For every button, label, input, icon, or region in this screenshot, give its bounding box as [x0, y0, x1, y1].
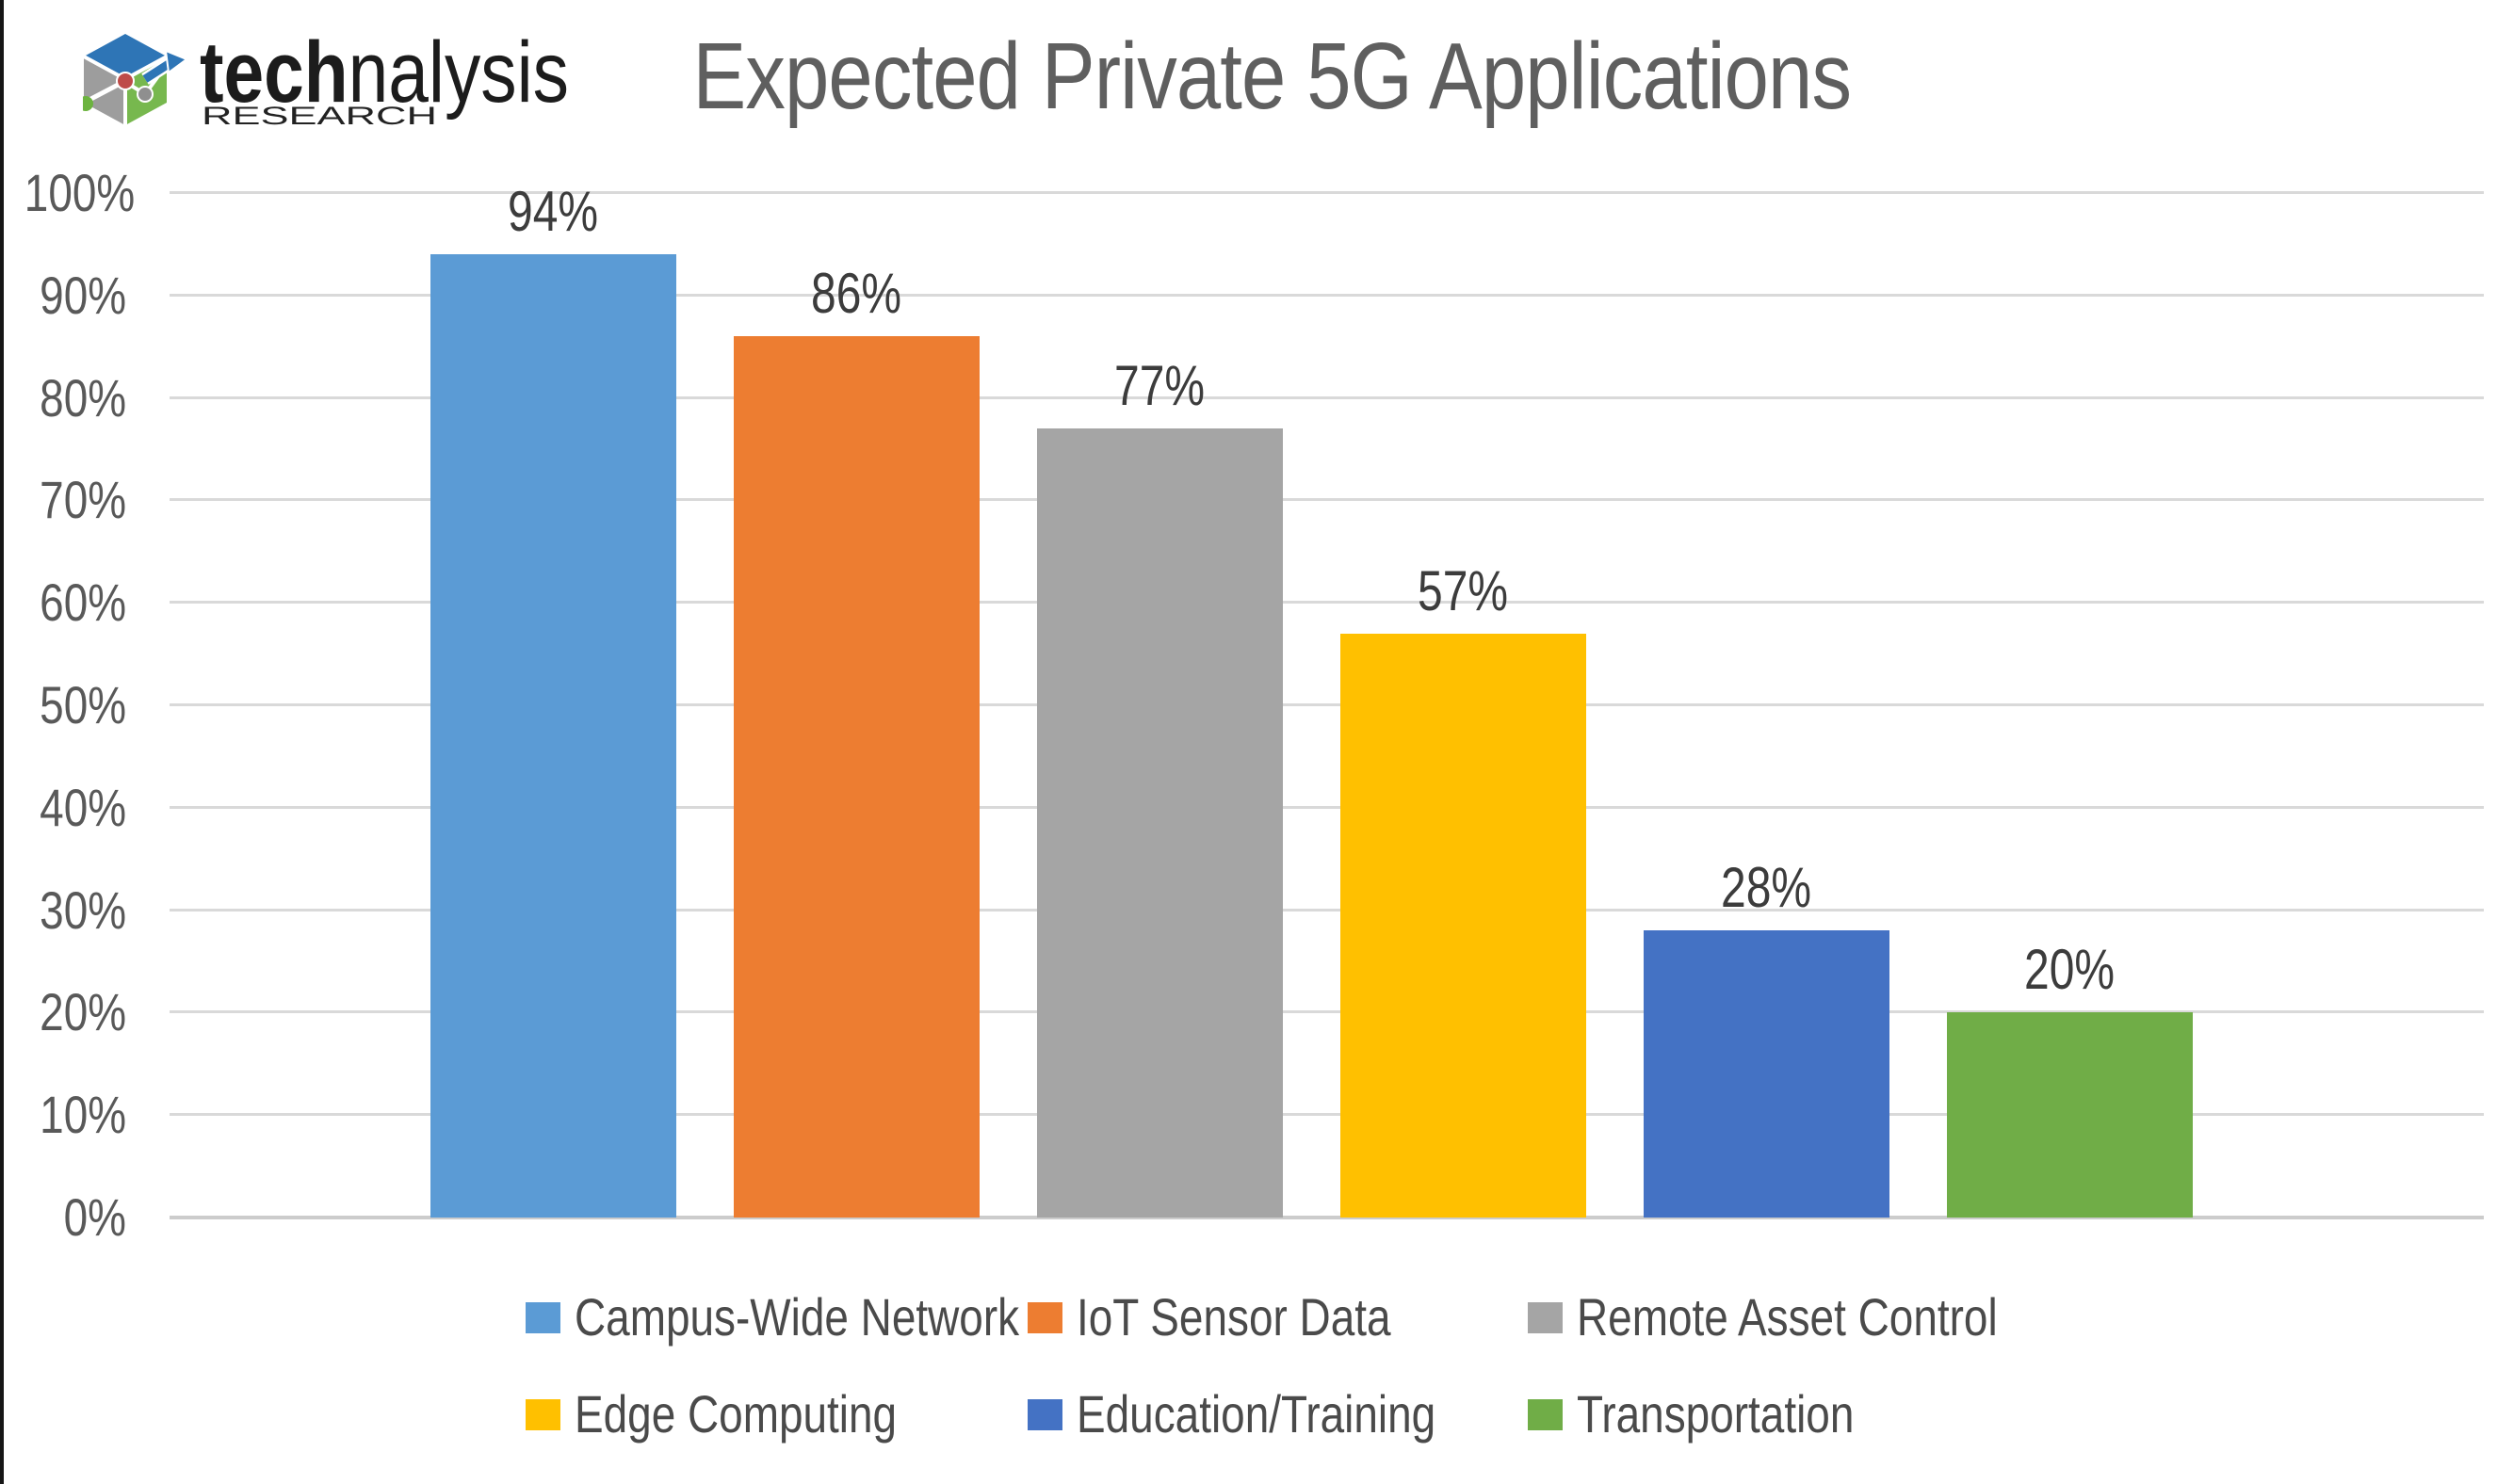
y-axis-tick-label: 20% — [40, 982, 126, 1042]
logo-subtitle: RESEARCH — [202, 102, 437, 130]
legend-label-iot-sensor-data: IoT Sensor Data — [1077, 1287, 1391, 1347]
y-axis-tick-label: 50% — [40, 675, 126, 734]
gridline — [170, 1216, 2484, 1219]
y-axis-tick-label: 70% — [40, 470, 126, 530]
legend-swatch-iot-sensor-data — [1028, 1302, 1062, 1333]
gridline — [170, 1010, 2484, 1014]
gridline — [170, 805, 2484, 809]
legend-label-education-training: Education/Training — [1077, 1384, 1436, 1444]
bar-value-label: 20% — [2023, 938, 2116, 1002]
technalysis-logo: technalysis RESEARCH — [83, 24, 569, 130]
y-axis-tick-label: 90% — [40, 265, 126, 325]
bar-campus-wide-network — [430, 254, 676, 1218]
legend-swatch-edge-computing — [526, 1399, 560, 1430]
y-axis-tick-label: 40% — [40, 777, 126, 837]
legend-swatch-remote-asset-control — [1528, 1302, 1563, 1333]
y-axis-tick-label: 100% — [24, 163, 136, 222]
bar-value-label: 86% — [810, 262, 902, 326]
bar-remote-asset-control — [1036, 428, 1283, 1218]
gridline — [170, 293, 2484, 297]
bar-iot-sensor-data — [733, 336, 980, 1218]
gridline — [170, 498, 2484, 502]
legend-label-edge-computing: Edge Computing — [575, 1384, 898, 1444]
gridline — [170, 1113, 2484, 1117]
logo-wordmark: technalysis — [200, 24, 569, 121]
legend-label-remote-asset-control: Remote Asset Control — [1577, 1287, 1998, 1347]
bar-value-label: 94% — [507, 180, 599, 244]
page-left-border — [0, 0, 4, 1484]
logo-cube-icon — [83, 34, 189, 125]
y-axis-tick-label: 60% — [40, 573, 126, 633]
legend-label-campus-wide-network: Campus-Wide Network — [575, 1287, 1020, 1347]
y-axis-tick-label: 80% — [40, 367, 126, 427]
legend-swatch-transportation — [1528, 1399, 1563, 1430]
gridline — [170, 191, 2484, 194]
gridline — [170, 601, 2484, 605]
bar-value-label: 57% — [1417, 558, 1509, 622]
chart-title: Expected Private 5G Applications — [692, 24, 1851, 129]
bar-value-label: 77% — [1113, 354, 1206, 418]
y-axis-tick-label: 10% — [40, 1085, 126, 1145]
bar-edge-computing — [1339, 633, 1586, 1218]
bar-education-training — [1643, 930, 1889, 1218]
y-axis-tick-label: 30% — [40, 879, 126, 940]
gridline — [170, 908, 2484, 911]
gridline — [170, 395, 2484, 399]
legend-label-transportation: Transportation — [1577, 1384, 1855, 1444]
gridline — [170, 703, 2484, 706]
legend-swatch-education-training — [1028, 1399, 1062, 1430]
bar-transportation — [1946, 1012, 2193, 1218]
bar-value-label: 28% — [1720, 856, 1812, 920]
y-axis-tick-label: 0% — [63, 1187, 126, 1247]
legend-swatch-campus-wide-network — [526, 1302, 560, 1333]
